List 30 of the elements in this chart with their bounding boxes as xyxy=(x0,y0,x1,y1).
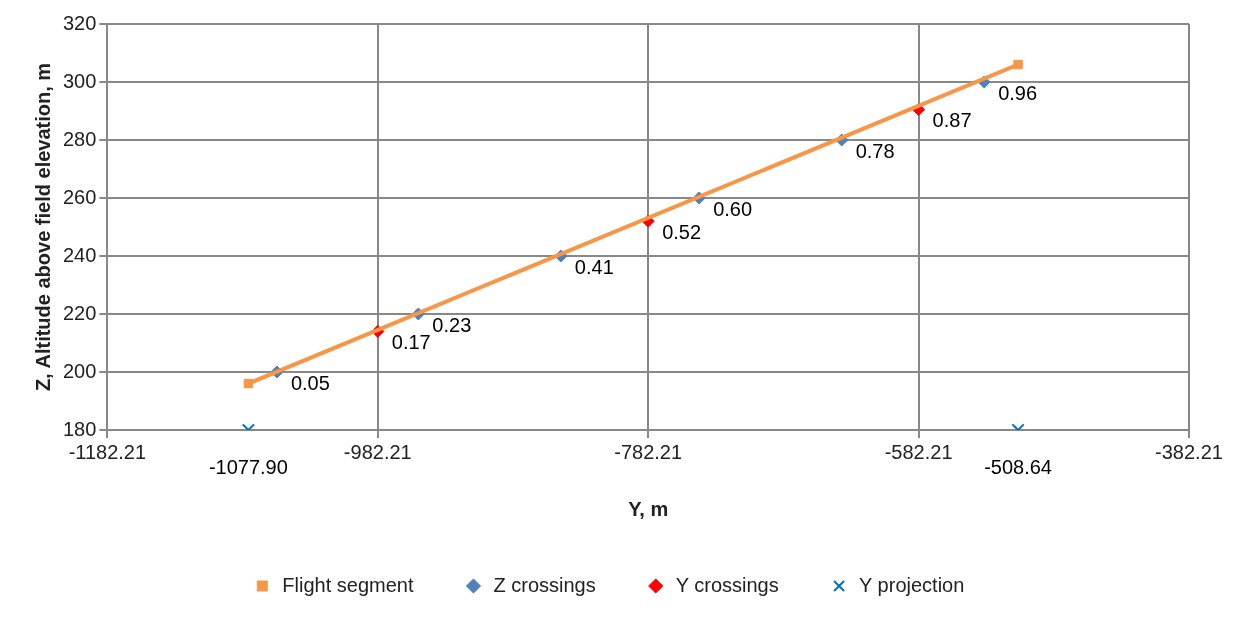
x-axis-title: Y, m xyxy=(628,497,669,520)
annotation: 0.87 xyxy=(932,109,972,132)
legend-label: Y projection xyxy=(859,573,965,596)
annotation: -508.64 xyxy=(984,455,1052,478)
annotation: 0.05 xyxy=(290,371,330,394)
x-tick-label: -382.21 xyxy=(1155,440,1223,463)
annotation: 0.41 xyxy=(574,255,614,278)
legend-label: Y crossings xyxy=(675,573,779,596)
x-tick-label: -782.21 xyxy=(614,440,683,463)
y-tick-label: 180 xyxy=(62,417,97,440)
y-axis-title: Z, Altitude above field elevation, m xyxy=(31,62,54,392)
x-tick-label: -1182.21 xyxy=(68,440,147,463)
y-tick-label: 220 xyxy=(62,301,97,324)
y-tick-label: 240 xyxy=(62,243,97,266)
annotation: 0.23 xyxy=(432,313,472,336)
annotation: 0.60 xyxy=(713,197,753,220)
y-tick-label: 280 xyxy=(62,127,97,150)
y-tick-label: 320 xyxy=(62,11,97,34)
x-tick-label: -982.21 xyxy=(343,440,412,463)
y-tick-label: 260 xyxy=(62,185,97,208)
y-tick-label: 300 xyxy=(62,69,97,92)
legend-label: Z crossings xyxy=(493,573,596,596)
annotation: 0.78 xyxy=(855,139,895,162)
annotation: 0.52 xyxy=(662,220,702,243)
annotation: 0.96 xyxy=(998,81,1038,104)
legend-label: Flight segment xyxy=(282,573,414,596)
annotation: 0.17 xyxy=(391,330,431,353)
annotation: -1077.90 xyxy=(208,455,288,478)
x-tick-label: -582.21 xyxy=(884,440,953,463)
y-tick-label: 200 xyxy=(62,359,97,382)
